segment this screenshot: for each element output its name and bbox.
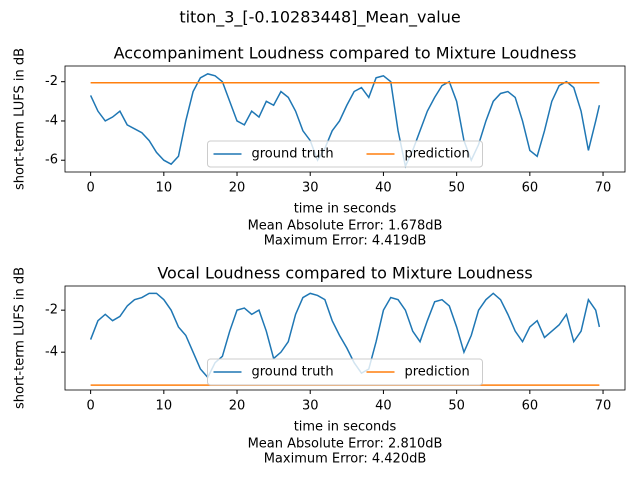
annotation: Mean Absolute Error: 2.810dB xyxy=(248,437,443,452)
annotation: Mean Absolute Error: 1.678dB xyxy=(248,219,443,234)
annotation: Maximum Error: 4.420dB xyxy=(264,452,427,467)
annotation: Maximum Error: 4.419dB xyxy=(264,234,427,249)
x-tick-label: 60 xyxy=(522,399,539,414)
x-tick-label: 10 xyxy=(156,181,173,196)
y-tick-label: -2 xyxy=(45,74,58,89)
x-tick-label: 0 xyxy=(86,181,94,196)
y-tick-label: -4 xyxy=(45,113,58,128)
chart-title: Vocal Loudness compared to Mixture Loudn… xyxy=(157,264,532,283)
y-tick-label: -4 xyxy=(45,345,58,360)
x-tick-label: 30 xyxy=(302,399,319,414)
x-tick-label: 20 xyxy=(229,181,246,196)
x-tick-label: 40 xyxy=(375,181,392,196)
x-axis-label: time in seconds xyxy=(294,202,397,217)
x-tick-label: 30 xyxy=(302,181,319,196)
series-line xyxy=(89,73,601,169)
y-tick-label: -6 xyxy=(45,153,58,168)
chart-title: Accompaniment Loudness compared to Mixtu… xyxy=(114,44,577,63)
x-tick-label: 70 xyxy=(595,399,612,414)
figure-title: titon_3_[-0.10283448]_Mean_value xyxy=(179,8,460,28)
x-tick-label: 50 xyxy=(448,181,465,196)
y-axis-label: short-term LUFS in dB xyxy=(13,267,28,409)
y-axis-label: short-term LUFS in dB xyxy=(13,48,28,190)
axes-frame xyxy=(64,65,626,173)
legend-label: ground truth xyxy=(252,147,334,162)
x-tick-label: 10 xyxy=(156,399,173,414)
legend-label: prediction xyxy=(405,365,470,380)
series-line xyxy=(89,292,601,379)
x-tick-label: 60 xyxy=(522,181,539,196)
axes-frame xyxy=(64,285,626,391)
legend-box xyxy=(207,140,483,168)
x-tick-label: 40 xyxy=(375,399,392,414)
legend-label: ground truth xyxy=(252,365,334,380)
x-tick-label: 0 xyxy=(86,399,94,414)
legend-box xyxy=(207,358,483,386)
legend-label: prediction xyxy=(405,147,470,162)
x-tick-label: 50 xyxy=(448,399,465,414)
x-tick-label: 70 xyxy=(595,181,612,196)
y-tick-label: -2 xyxy=(45,303,58,318)
x-tick-label: 20 xyxy=(229,399,246,414)
x-axis-label: time in seconds xyxy=(294,420,397,435)
